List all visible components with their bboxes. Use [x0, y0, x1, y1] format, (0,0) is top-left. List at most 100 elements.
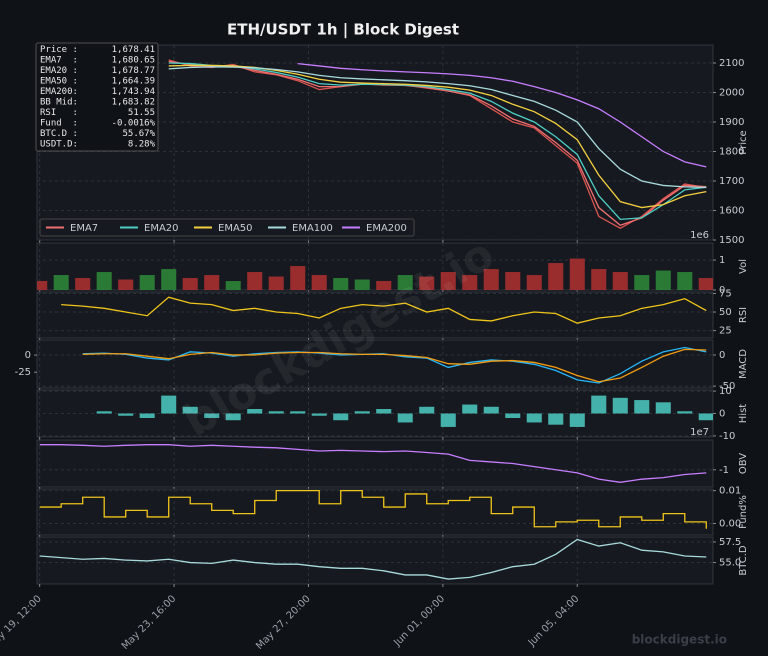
series-line — [168, 66, 707, 189]
info-label: EMA200: — [40, 87, 78, 97]
bar — [677, 272, 693, 290]
plot-area — [96, 395, 713, 427]
panel — [36, 439, 714, 488]
price-line — [39, 444, 707, 483]
info-label: EMA7 : — [40, 56, 78, 66]
bar — [569, 413, 585, 427]
legend-label: EMA20 — [144, 223, 179, 234]
y-axis-label: Fund% — [738, 495, 749, 529]
y-axis-label: OBV — [738, 453, 749, 474]
bar — [139, 413, 155, 418]
bar — [75, 278, 91, 290]
y-tick-label: 1 — [719, 255, 725, 266]
y-tick-label: -1 — [719, 465, 729, 476]
bar — [419, 406, 435, 414]
info-value: 55.67% — [122, 129, 155, 139]
bar — [526, 413, 542, 423]
bar — [376, 281, 392, 290]
y-tick-label: 0 — [719, 285, 725, 296]
plot-area — [39, 489, 707, 529]
info-label: BTC.D : — [40, 129, 78, 139]
bar — [397, 413, 413, 423]
bar — [677, 411, 693, 414]
info-value: 51.55 — [128, 108, 155, 118]
legend: EMA7 EMA20 EMA50 EMA100 EMA200 — [39, 218, 415, 237]
bar — [290, 411, 306, 414]
bar — [182, 406, 198, 414]
step-line — [39, 489, 707, 529]
series-line — [168, 62, 707, 221]
y-tick-label: 1800 — [719, 146, 744, 157]
bar — [182, 278, 198, 290]
y-axis-label: Price — [738, 130, 749, 154]
info-box-bg — [35, 42, 159, 152]
bar — [440, 413, 456, 427]
y-tick-label: 50 — [719, 307, 732, 318]
bar — [698, 413, 713, 421]
bar — [247, 272, 263, 290]
bar — [161, 269, 177, 290]
bar — [139, 275, 155, 290]
bar — [37, 281, 48, 290]
info-box: Price : 1,678.41 EMA7 : 1,680.65 EMA20 : 1,67… — [35, 42, 159, 152]
bar — [225, 281, 241, 290]
bar — [612, 272, 628, 290]
y-tick-label: 1900 — [719, 117, 744, 128]
price-line — [61, 296, 707, 324]
y-tick-label: -50 — [719, 381, 735, 392]
bar — [419, 276, 435, 290]
y-tick-label: 0 — [719, 350, 725, 361]
info-value: 8.28% — [128, 140, 156, 150]
bar — [354, 411, 370, 414]
bar — [483, 406, 499, 414]
bar — [311, 275, 327, 290]
bar — [118, 413, 134, 416]
info-label: EMA50 : — [40, 77, 78, 87]
legend-box — [39, 218, 415, 237]
info-label: Price : — [40, 45, 78, 55]
info-value: 1,678.41 — [112, 45, 155, 55]
bar — [397, 275, 413, 290]
bar — [634, 275, 650, 290]
bar — [225, 413, 241, 421]
info-value: -0.0016% — [112, 119, 156, 129]
series-line — [297, 62, 707, 168]
offset-text: 1e7 — [690, 427, 709, 438]
bar — [612, 397, 628, 414]
series-line — [82, 348, 707, 383]
plot-area — [37, 258, 713, 290]
bar — [290, 266, 306, 290]
y-tick-label: 0 — [719, 409, 725, 420]
y-tick-label: 57.5 — [719, 537, 741, 548]
bar — [505, 413, 521, 418]
bar — [591, 395, 607, 414]
bar — [698, 278, 713, 290]
bar — [161, 395, 177, 414]
y-tick-label: 0.00 — [719, 519, 741, 530]
y-tick-label: 2000 — [719, 87, 744, 98]
bar — [268, 411, 284, 414]
bar — [569, 258, 585, 290]
y-tick-label: 1500 — [719, 235, 744, 246]
price-line — [39, 538, 707, 580]
y-tick-label: 1700 — [719, 176, 744, 187]
y-tick-label: 55.0 — [719, 558, 741, 569]
bar — [204, 275, 220, 290]
y-tick-label: 10 — [719, 386, 732, 397]
info-value: 1,678.77 — [112, 66, 155, 76]
bar — [53, 275, 69, 290]
y-axis-label: MACD — [738, 349, 749, 379]
y2-tick-label: 0 — [25, 350, 31, 361]
legend-label: EMA100 — [292, 223, 333, 234]
bar — [440, 272, 456, 290]
legend-label: EMA7 — [70, 223, 98, 234]
panel — [36, 242, 714, 291]
info-label: RSI : — [40, 108, 78, 118]
series-line — [168, 60, 707, 226]
panel — [36, 488, 714, 536]
y-tick-label: -10 — [719, 431, 735, 442]
panel — [36, 339, 714, 389]
y-tick-label: 25 — [719, 326, 732, 337]
bar — [591, 269, 607, 290]
